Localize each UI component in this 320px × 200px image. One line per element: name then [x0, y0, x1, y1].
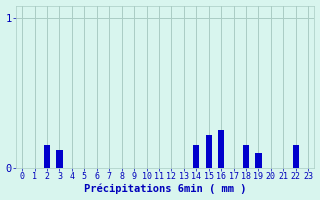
Bar — [193, 145, 199, 168]
Bar — [243, 145, 249, 168]
Bar — [56, 150, 63, 168]
X-axis label: Précipitations 6min ( mm ): Précipitations 6min ( mm ) — [84, 184, 246, 194]
Bar — [218, 130, 224, 168]
Bar — [255, 153, 261, 168]
Bar — [44, 145, 50, 168]
Bar — [293, 145, 299, 168]
Bar — [206, 135, 212, 168]
